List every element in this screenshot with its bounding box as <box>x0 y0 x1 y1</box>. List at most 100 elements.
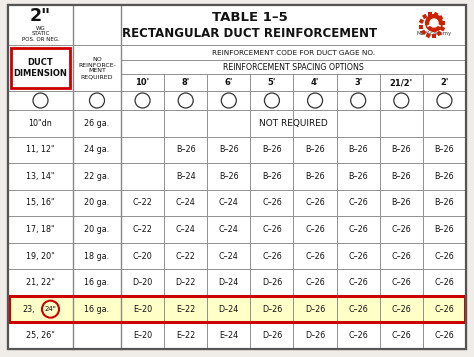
Text: D–26: D–26 <box>305 331 325 340</box>
Text: C–26: C–26 <box>305 198 325 207</box>
Bar <box>337 269 380 296</box>
Bar <box>423 190 466 216</box>
Bar <box>437 31 442 36</box>
Text: C–26: C–26 <box>262 252 282 261</box>
Circle shape <box>394 93 409 108</box>
Bar <box>8 163 73 190</box>
Text: B–26: B–26 <box>435 172 454 181</box>
Bar <box>207 216 250 243</box>
Text: C–22: C–22 <box>176 252 196 261</box>
Text: 10"dn: 10"dn <box>28 119 52 128</box>
Bar <box>73 110 121 137</box>
Text: 20 ga.: 20 ga. <box>84 198 109 207</box>
Text: 15, 16": 15, 16" <box>26 198 55 207</box>
Bar <box>433 12 438 17</box>
Text: B–26: B–26 <box>435 198 454 207</box>
Text: 4: 4 <box>183 96 189 105</box>
Bar <box>164 216 207 243</box>
Bar <box>337 110 380 137</box>
Circle shape <box>437 93 452 108</box>
Bar <box>421 30 426 35</box>
Bar <box>423 163 466 190</box>
Text: D–26: D–26 <box>262 305 282 314</box>
Text: 8: 8 <box>356 96 361 105</box>
Bar <box>164 322 207 349</box>
Bar <box>337 296 380 322</box>
Text: REINFORCEMENT CODE FOR DUCT GAGE NO.: REINFORCEMENT CODE FOR DUCT GAGE NO. <box>212 50 375 55</box>
Bar <box>440 26 445 31</box>
Bar <box>121 322 164 349</box>
Bar <box>293 296 337 322</box>
Text: C–26: C–26 <box>392 252 411 261</box>
Bar <box>207 163 250 190</box>
Text: 23,: 23, <box>22 305 35 314</box>
Text: E–24: E–24 <box>219 331 238 340</box>
Bar <box>207 91 250 110</box>
Bar <box>293 110 337 137</box>
Bar <box>8 243 73 269</box>
Bar <box>73 163 121 190</box>
Bar <box>250 296 293 322</box>
Text: 4': 4' <box>311 78 319 87</box>
Text: C–26: C–26 <box>392 278 411 287</box>
Text: 6': 6' <box>225 78 233 87</box>
Bar <box>432 34 436 38</box>
Text: 1: 1 <box>37 96 44 105</box>
Text: B–26: B–26 <box>348 172 368 181</box>
Text: 21, 22": 21, 22" <box>26 278 55 287</box>
Bar <box>293 137 337 163</box>
Text: 13, 14": 13, 14" <box>26 172 55 181</box>
Bar <box>293 74 337 91</box>
Text: B–26: B–26 <box>392 198 411 207</box>
Bar <box>121 190 164 216</box>
Text: B–26: B–26 <box>219 172 238 181</box>
Bar <box>164 74 207 91</box>
Bar <box>250 190 293 216</box>
Circle shape <box>90 93 104 108</box>
Bar <box>428 12 432 16</box>
Bar <box>73 45 121 91</box>
Bar <box>293 190 337 216</box>
Bar <box>438 15 443 20</box>
Text: 10: 10 <box>439 96 450 105</box>
Bar <box>293 216 337 243</box>
Bar <box>73 269 121 296</box>
Bar <box>293 243 337 269</box>
Bar <box>419 25 423 29</box>
Text: B–26: B–26 <box>219 145 238 154</box>
Text: C–22: C–22 <box>133 225 153 234</box>
Text: REINFORCEMENT SPACING OPTIONS: REINFORCEMENT SPACING OPTIONS <box>223 62 364 71</box>
Bar <box>293 269 337 296</box>
Text: D–26: D–26 <box>262 331 282 340</box>
Text: C–26: C–26 <box>305 252 325 261</box>
Bar <box>8 216 73 243</box>
Circle shape <box>308 93 323 108</box>
Bar <box>293 91 337 110</box>
Text: E–22: E–22 <box>176 305 195 314</box>
Bar <box>380 110 423 137</box>
Bar <box>121 45 466 60</box>
Bar <box>121 269 164 296</box>
Text: E–22: E–22 <box>176 331 195 340</box>
Bar <box>293 163 337 190</box>
Bar <box>337 243 380 269</box>
Bar <box>207 74 250 91</box>
Text: 5: 5 <box>226 96 232 105</box>
Bar <box>337 216 380 243</box>
Bar <box>73 296 121 322</box>
Bar <box>73 216 121 243</box>
Text: C–24: C–24 <box>176 225 196 234</box>
Text: 3: 3 <box>140 96 146 105</box>
Bar <box>380 190 423 216</box>
Bar <box>121 216 164 243</box>
Bar <box>380 243 423 269</box>
Bar <box>337 91 380 110</box>
Bar <box>380 269 423 296</box>
Bar <box>207 296 250 322</box>
Text: TABLE 1–5: TABLE 1–5 <box>211 11 287 24</box>
Bar <box>250 269 293 296</box>
Bar <box>423 110 466 137</box>
Text: 16 ga.: 16 ga. <box>84 278 109 287</box>
Bar <box>8 190 73 216</box>
Text: 21/2': 21/2' <box>390 78 413 87</box>
